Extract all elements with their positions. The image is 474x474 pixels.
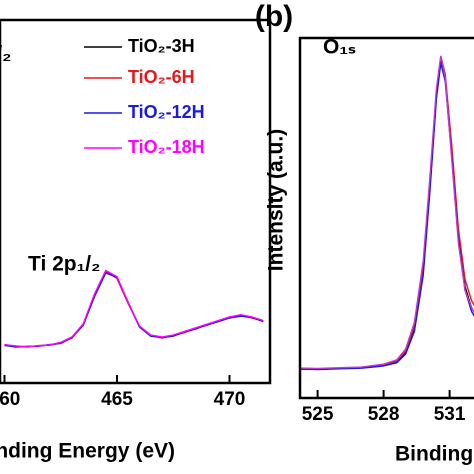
x-tick-label: 465	[101, 389, 133, 410]
plot-frame	[0, 18, 272, 385]
panel-label: (b)	[255, 0, 293, 33]
legend-label: TiO₂-18H	[128, 137, 205, 157]
spectrum-line	[4, 269, 264, 348]
x-tick-label: 470	[214, 389, 246, 410]
annotation: Ti 2p₁/₂	[28, 253, 100, 276]
annotation: O₁ₛ	[323, 36, 356, 59]
legend-label: TiO₂-12H	[128, 102, 205, 122]
x-tick-label: 531	[434, 404, 466, 425]
spectrum-line	[4, 270, 264, 348]
x-tick-label: 528	[368, 404, 400, 425]
spectrum-line	[4, 271, 264, 348]
spectrum-line	[4, 272, 264, 348]
x-axis-label: Binding Energy (eV)	[0, 440, 175, 463]
panel: 460 465 470 Binding Energy (eV) Ti 2p₃/₂ Ti 2…	[0, 18, 272, 463]
plot-frame	[298, 36, 474, 400]
y-axis-label: Intensity (a.u.)	[265, 129, 288, 271]
panel: 525 528 531 Binding Energy (eV) Intensity (a…	[255, 0, 474, 466]
x-axis-label: Binding Energy (eV)	[395, 443, 474, 466]
legend-label: TiO₂-3H	[128, 36, 195, 56]
x-tick-label: 525	[302, 404, 334, 425]
x-tick-label: 460	[0, 389, 20, 410]
legend-label: TiO₂-6H	[128, 67, 195, 87]
spectrum-line	[300, 55, 474, 370]
annotation: Ti 2p₃/₂	[0, 43, 12, 66]
